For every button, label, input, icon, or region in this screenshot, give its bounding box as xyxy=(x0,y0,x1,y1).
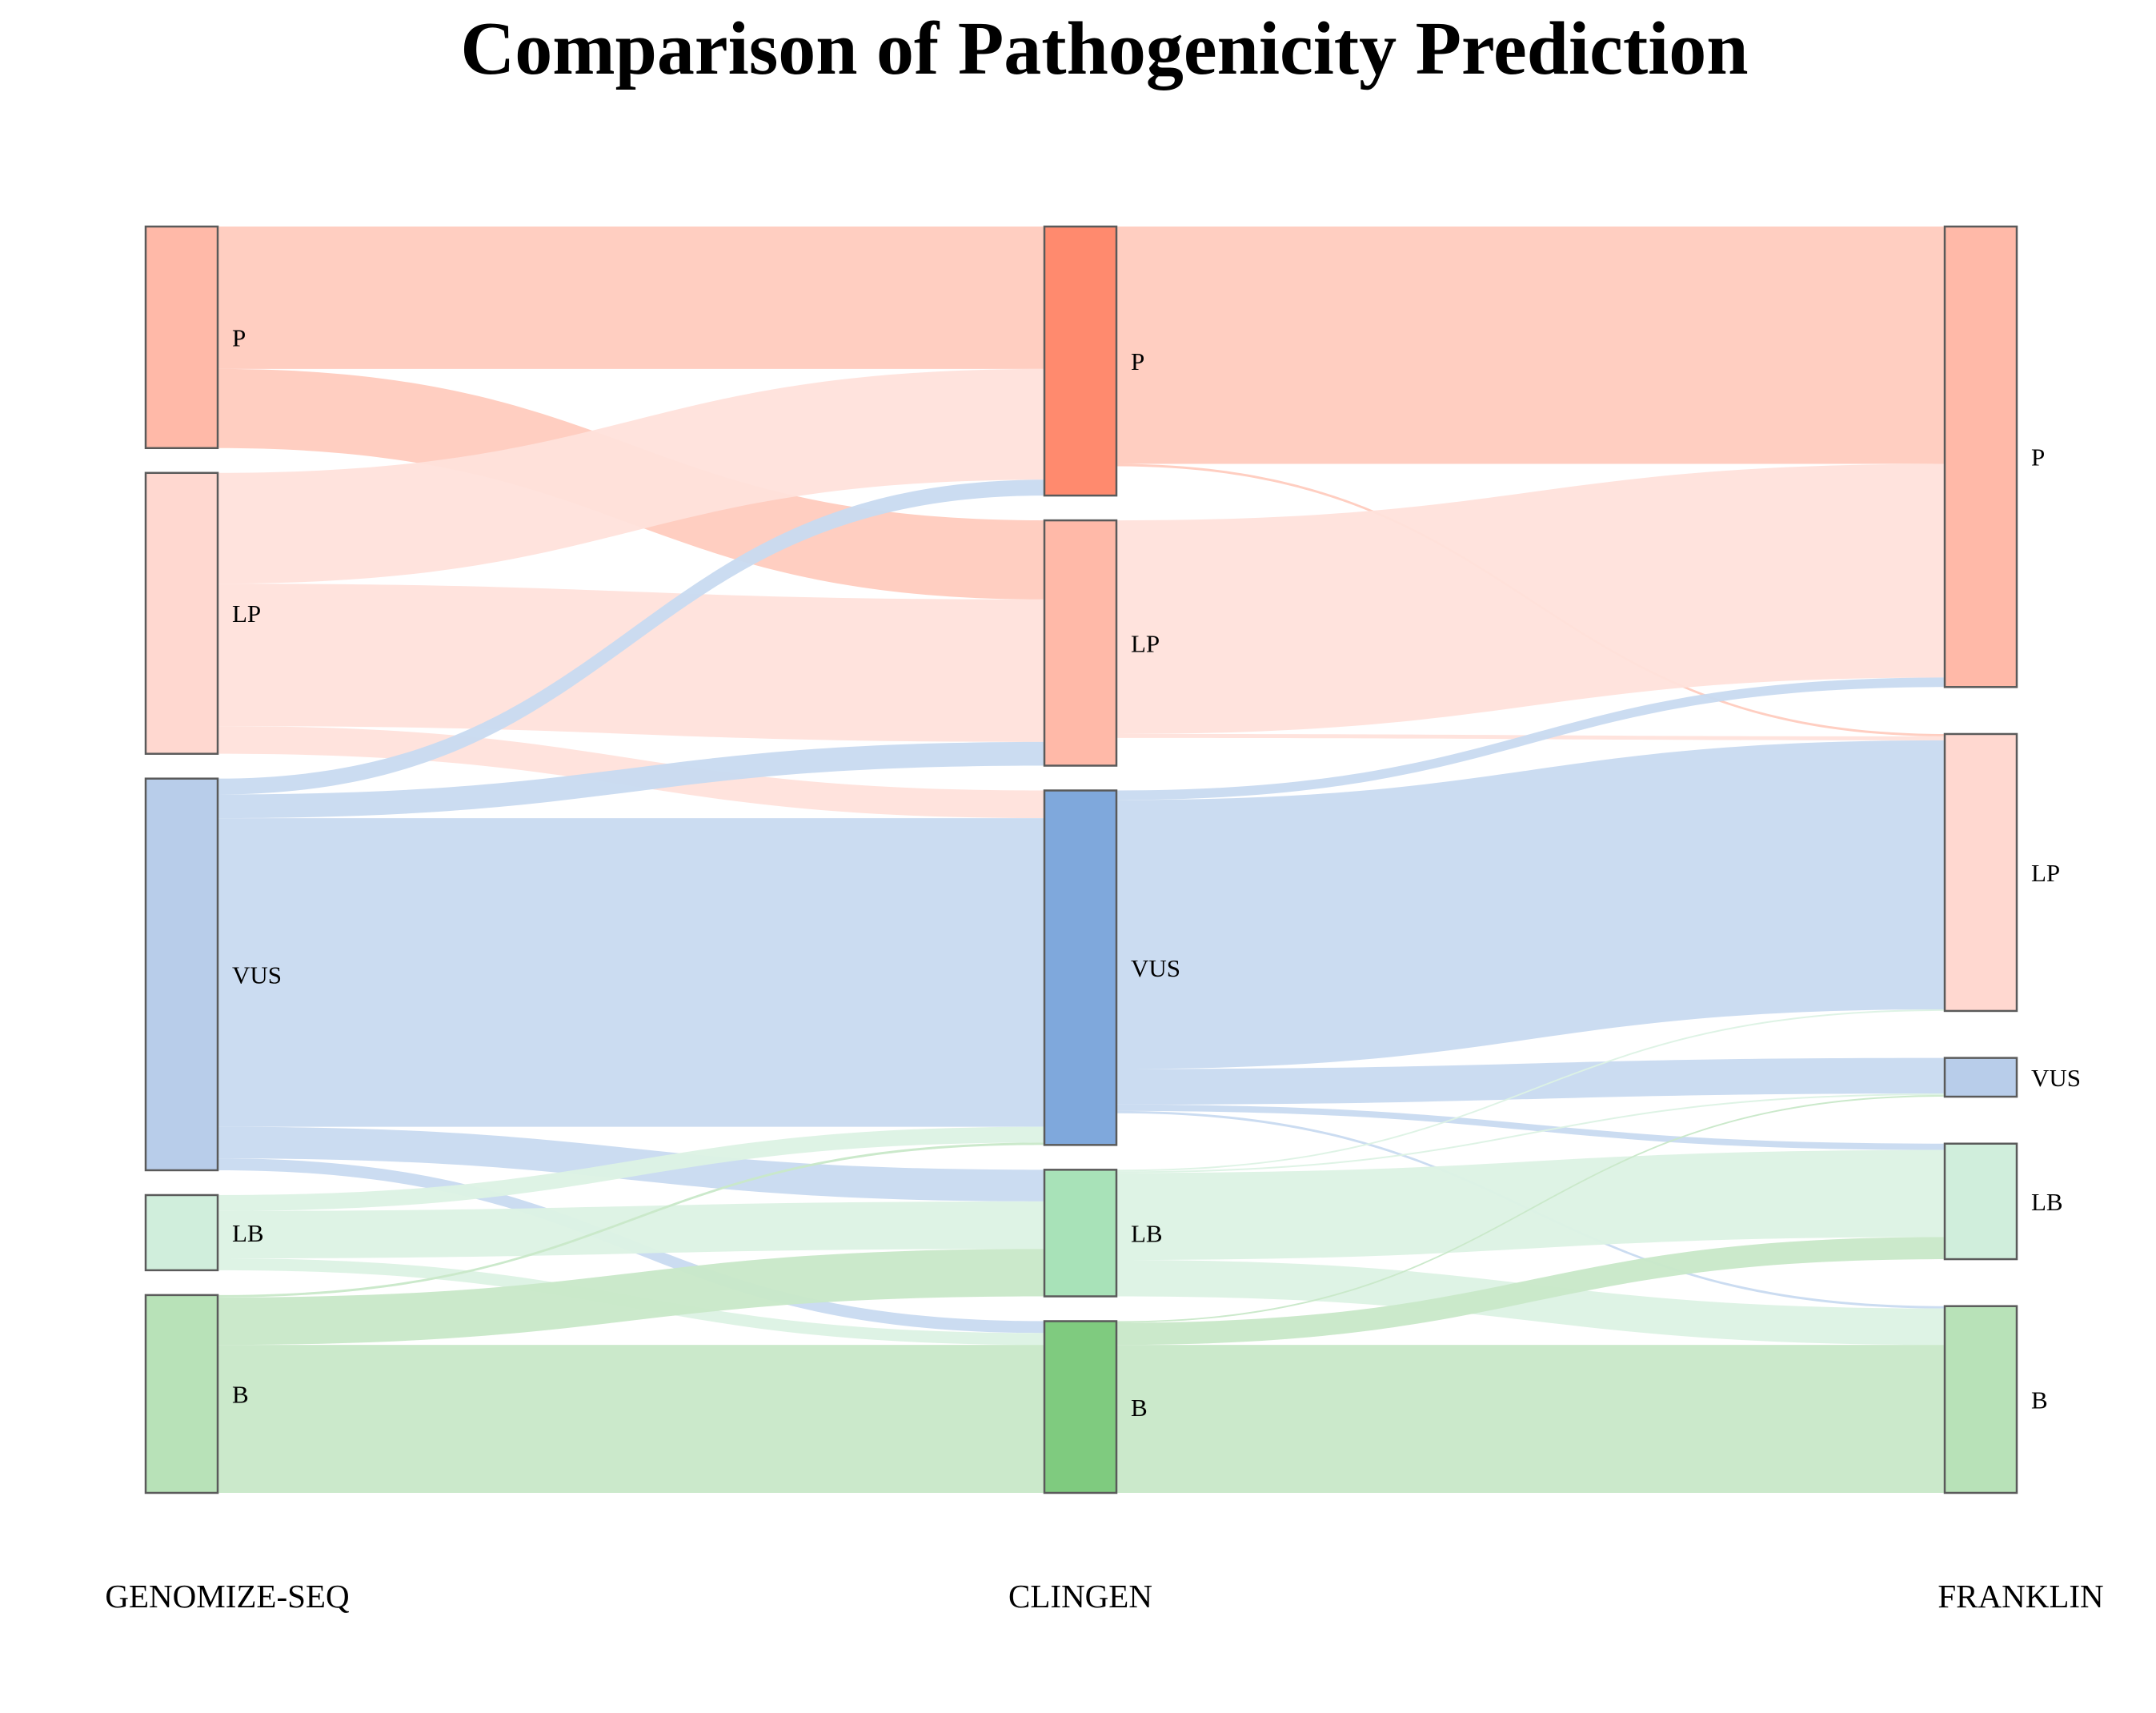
link-clingen-LP-to-P xyxy=(1116,463,1945,734)
node-franklin-lp xyxy=(1943,732,2018,1013)
link-clingen-LB-to-B xyxy=(1116,1260,1945,1346)
node-label-genomize-seq-vus: VUS xyxy=(232,961,282,989)
node-label-clingen-vus: VUS xyxy=(1131,954,1180,982)
link-clingen-VUS-to-P xyxy=(1116,677,1945,800)
node-label-franklin-lp: LP xyxy=(2031,859,2060,887)
column-labels: GENOMIZE-SEQ CLINGEN FRANKLIN xyxy=(105,1578,2103,1615)
link-clingen-LB-to-LB xyxy=(1116,1149,1945,1261)
link-genomize-seq-P-to-P xyxy=(218,227,1044,369)
link-genomize-seq-LB-to-VUS xyxy=(218,1126,1044,1211)
column-label-genomize-seq: GENOMIZE-SEQ xyxy=(105,1578,349,1615)
link-genomize-seq-B-to-VUS xyxy=(218,1142,1044,1298)
node-label-clingen-lb: LB xyxy=(1131,1219,1163,1247)
node-label-franklin-lb: LB xyxy=(2031,1188,2063,1216)
column-label-clingen: CLINGEN xyxy=(1008,1578,1152,1615)
node-genomize-seq-vus xyxy=(144,777,219,1172)
node-label-clingen-p: P xyxy=(1131,347,1144,375)
link-clingen-VUS-to-LP xyxy=(1116,740,1945,1069)
column-label-franklin: FRANKLIN xyxy=(1938,1578,2103,1615)
chart-title: Comparison of Pathogenicity Prediction xyxy=(460,7,1748,90)
link-genomize-seq-B-to-LB xyxy=(218,1249,1044,1346)
node-label-franklin-b: B xyxy=(2031,1386,2048,1414)
link-genomize-seq-VUS-to-VUS xyxy=(218,818,1044,1127)
link-genomize-seq-VUS-to-LP xyxy=(218,741,1044,819)
link-genomize-seq-B-to-B xyxy=(218,1345,1044,1493)
node-label-franklin-p: P xyxy=(2031,443,2045,471)
labels-layer: P LP VUS LB B P LP VUS LB B P LP VUS LB B xyxy=(232,323,2081,1421)
link-clingen-VUS-to-VUS xyxy=(1116,1057,1945,1105)
node-franklin-lb xyxy=(1943,1142,2018,1261)
node-clingen-vus xyxy=(1043,789,1118,1146)
node-label-genomize-seq-p: P xyxy=(232,323,246,351)
link-genomize-seq-LB-to-LB xyxy=(218,1201,1044,1259)
link-clingen-LB-to-VUS xyxy=(1116,1093,1945,1173)
node-genomize-seq-lp xyxy=(144,471,219,755)
link-clingen-VUS-to-LB xyxy=(1116,1104,1945,1150)
links-layer xyxy=(218,227,1945,1493)
link-genomize-seq-VUS-to-P xyxy=(218,479,1044,795)
node-genomize-seq-b xyxy=(144,1294,219,1494)
node-label-genomize-seq-lb: LB xyxy=(232,1219,264,1247)
node-franklin-vus xyxy=(1943,1057,2018,1098)
node-clingen-b xyxy=(1043,1320,1118,1494)
node-franklin-b xyxy=(1943,1305,2018,1494)
link-clingen-LB-to-LP xyxy=(1116,1009,1945,1172)
node-genomize-seq-p xyxy=(144,225,219,450)
node-label-clingen-lp: LP xyxy=(1131,629,1160,657)
link-genomize-seq-LP-to-P xyxy=(218,368,1044,584)
nodes-layer xyxy=(144,225,2018,1494)
node-label-genomize-seq-b: B xyxy=(232,1380,249,1408)
node-label-franklin-vus: VUS xyxy=(2031,1064,2081,1092)
link-clingen-B-to-VUS xyxy=(1116,1095,1945,1323)
node-clingen-lb xyxy=(1043,1169,1118,1298)
node-clingen-lp xyxy=(1043,519,1118,767)
node-label-clingen-b: B xyxy=(1131,1394,1148,1422)
node-genomize-seq-lb xyxy=(144,1193,219,1272)
node-label-genomize-seq-lp: LP xyxy=(232,600,261,628)
link-clingen-B-to-B xyxy=(1116,1345,1945,1493)
link-genomize-seq-LP-to-LP xyxy=(218,584,1044,742)
link-clingen-B-to-LB xyxy=(1116,1237,1945,1346)
link-clingen-P-to-P xyxy=(1116,227,1945,464)
node-clingen-p xyxy=(1043,225,1118,497)
node-franklin-p xyxy=(1943,225,2018,688)
